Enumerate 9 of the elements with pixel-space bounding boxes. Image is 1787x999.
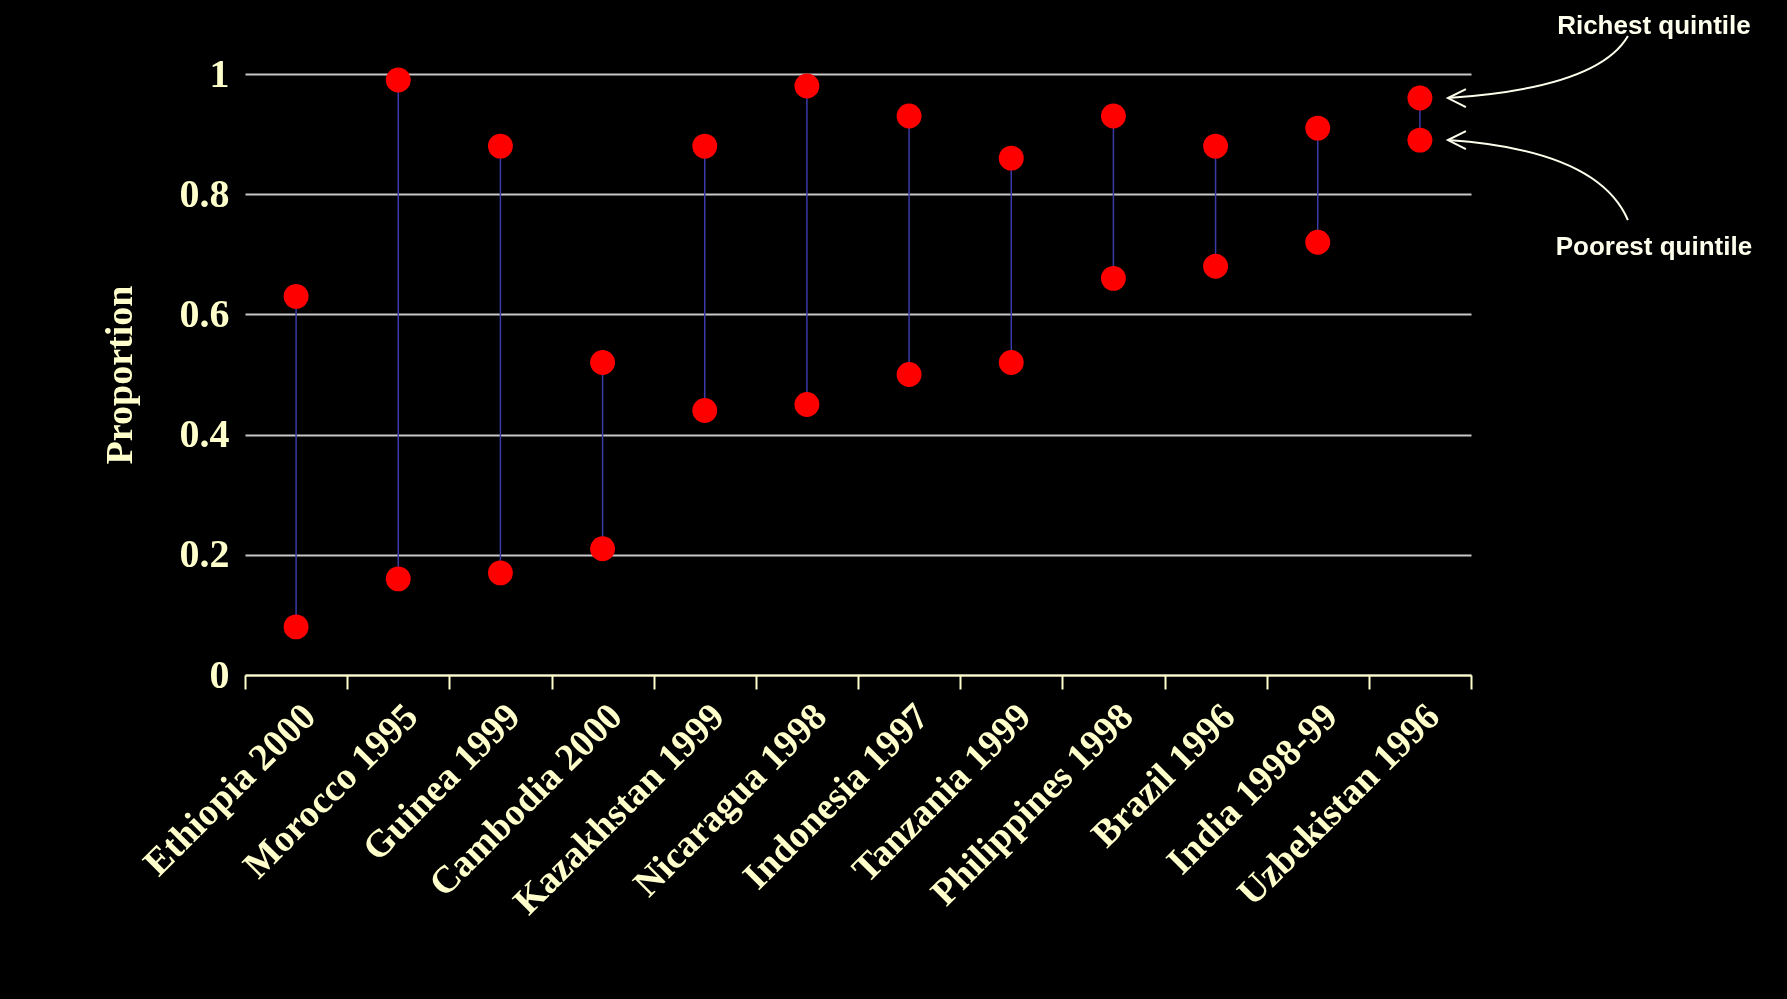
y-tick-label: 0.8 [179, 170, 230, 216]
y-tick-label: 0.2 [179, 531, 230, 577]
y-tick-label: 0 [209, 651, 230, 697]
y-tick-label: 0.6 [179, 290, 230, 336]
y-tick-label: 1 [209, 50, 230, 96]
text: Richest quintile [1557, 10, 1751, 41]
text: Poorest quintile [1555, 231, 1753, 262]
y-axis-title: Proportion [97, 285, 140, 465]
y-tick-label: 0.4 [179, 411, 230, 457]
